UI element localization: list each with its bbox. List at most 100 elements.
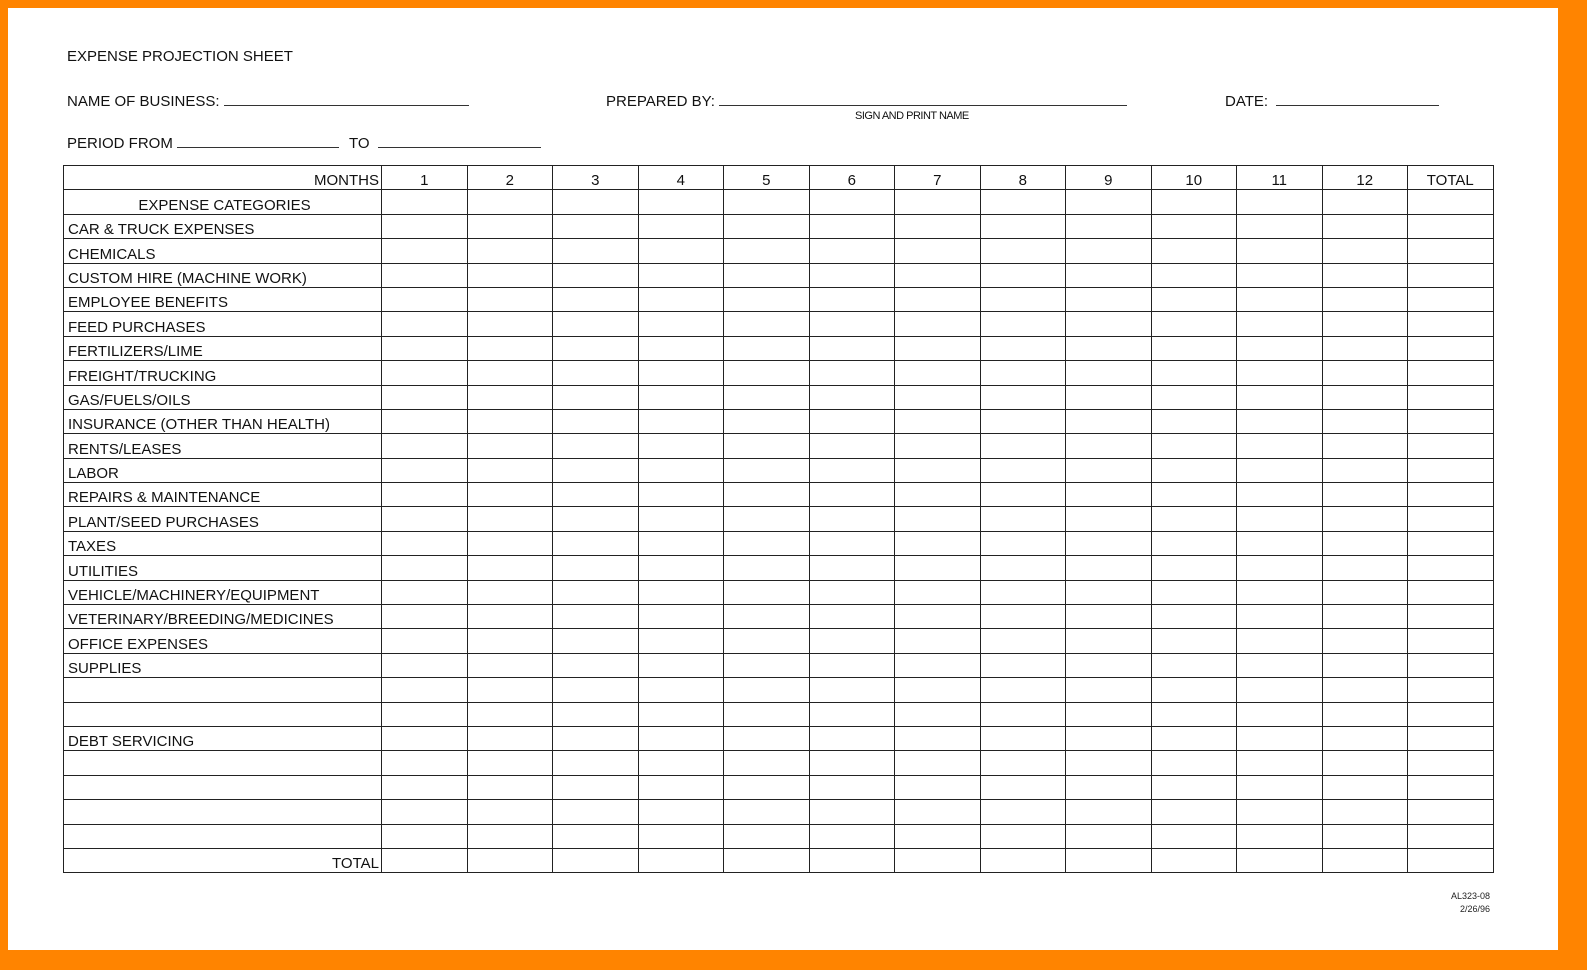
entry-cell[interactable] <box>1321 847 1408 874</box>
entry-cell[interactable] <box>1321 725 1408 752</box>
entry-cell[interactable] <box>1065 286 1152 313</box>
entry-cell[interactable] <box>1321 335 1408 362</box>
entry-cell[interactable] <box>979 384 1066 410</box>
entry-cell[interactable] <box>466 213 553 240</box>
entry-cell[interactable] <box>637 335 724 362</box>
entry-cell[interactable] <box>637 408 724 435</box>
entry-cell[interactable] <box>637 286 724 313</box>
entry-cell[interactable] <box>552 262 639 288</box>
entry-cell[interactable] <box>637 384 724 410</box>
entry-cell[interactable] <box>723 238 810 264</box>
entry-cell[interactable] <box>723 604 810 630</box>
entry-cell[interactable] <box>1236 213 1323 240</box>
entry-cell[interactable] <box>894 677 981 703</box>
entry-cell[interactable] <box>1236 652 1323 679</box>
entry-cell[interactable] <box>894 408 981 435</box>
entry-cell[interactable] <box>1150 677 1237 703</box>
entry-cell[interactable] <box>466 677 553 703</box>
entry-cell[interactable] <box>894 384 981 410</box>
entry-cell[interactable] <box>466 482 553 508</box>
entry-cell[interactable] <box>979 189 1066 215</box>
entry-cell[interactable] <box>1150 262 1237 288</box>
entry-cell[interactable] <box>1065 262 1152 288</box>
entry-cell[interactable] <box>1150 213 1237 240</box>
entry-cell[interactable] <box>1236 774 1323 801</box>
entry-cell[interactable] <box>1065 677 1152 703</box>
entry-cell[interactable] <box>552 360 639 386</box>
entry-cell[interactable] <box>1150 189 1237 215</box>
entry-cell[interactable] <box>1321 774 1408 801</box>
entry-cell[interactable] <box>808 213 895 240</box>
entry-cell[interactable] <box>637 677 724 703</box>
entry-cell[interactable] <box>1236 482 1323 508</box>
entry-cell[interactable] <box>808 701 895 727</box>
entry-cell[interactable] <box>552 701 639 727</box>
entry-cell[interactable] <box>1236 530 1323 557</box>
entry-cell[interactable] <box>979 701 1066 727</box>
entry-cell[interactable] <box>723 286 810 313</box>
entry-cell[interactable] <box>808 604 895 630</box>
entry-cell[interactable] <box>1407 555 1494 581</box>
entry-cell[interactable] <box>1150 652 1237 679</box>
entry-cell[interactable] <box>979 555 1066 581</box>
entry-cell[interactable] <box>808 286 895 313</box>
entry-cell[interactable] <box>1150 555 1237 581</box>
entry-cell[interactable] <box>1236 189 1323 215</box>
entry-cell[interactable] <box>894 238 981 264</box>
entry-cell[interactable] <box>1321 555 1408 581</box>
entry-cell[interactable] <box>1236 847 1323 874</box>
entry-cell[interactable] <box>1236 335 1323 362</box>
entry-cell[interactable] <box>637 262 724 288</box>
entry-cell[interactable] <box>723 482 810 508</box>
entry-cell[interactable] <box>381 701 468 727</box>
entry-cell[interactable] <box>894 457 981 484</box>
entry-cell[interactable] <box>1065 799 1152 825</box>
entry-cell[interactable] <box>723 311 810 337</box>
entry-cell[interactable] <box>894 604 981 630</box>
entry-cell[interactable] <box>808 506 895 532</box>
entry-cell[interactable] <box>381 213 468 240</box>
entry-cell[interactable] <box>552 482 639 508</box>
entry-cell[interactable] <box>1321 189 1408 215</box>
entry-cell[interactable] <box>381 189 468 215</box>
entry-cell[interactable] <box>552 530 639 557</box>
entry-cell[interactable] <box>1321 750 1408 776</box>
entry-cell[interactable] <box>552 238 639 264</box>
entry-cell[interactable] <box>723 774 810 801</box>
entry-cell[interactable] <box>808 628 895 654</box>
entry-cell[interactable] <box>552 311 639 337</box>
entry-cell[interactable] <box>979 506 1066 532</box>
entry-cell[interactable] <box>637 750 724 776</box>
entry-cell[interactable] <box>808 384 895 410</box>
entry-cell[interactable] <box>1407 311 1494 337</box>
entry-cell[interactable] <box>1065 555 1152 581</box>
entry-cell[interactable] <box>1150 701 1237 727</box>
entry-cell[interactable] <box>808 847 895 874</box>
entry-cell[interactable] <box>1065 457 1152 484</box>
entry-cell[interactable] <box>1407 701 1494 727</box>
entry-cell[interactable] <box>466 262 553 288</box>
entry-cell[interactable] <box>466 530 553 557</box>
entry-cell[interactable] <box>723 701 810 727</box>
entry-cell[interactable] <box>979 799 1066 825</box>
entry-cell[interactable] <box>1150 530 1237 557</box>
entry-cell[interactable] <box>808 482 895 508</box>
entry-cell[interactable] <box>466 457 553 484</box>
entry-cell[interactable] <box>979 677 1066 703</box>
entry-cell[interactable] <box>381 384 468 410</box>
entry-cell[interactable] <box>1065 482 1152 508</box>
entry-cell[interactable] <box>1150 823 1237 849</box>
period-to-input-line[interactable] <box>377 133 541 148</box>
entry-cell[interactable] <box>552 847 639 874</box>
period-from-input-line[interactable] <box>176 133 339 148</box>
entry-cell[interactable] <box>1321 604 1408 630</box>
entry-cell[interactable] <box>637 604 724 630</box>
entry-cell[interactable] <box>1236 360 1323 386</box>
entry-cell[interactable] <box>381 555 468 581</box>
entry-cell[interactable] <box>894 530 981 557</box>
entry-cell[interactable] <box>1321 652 1408 679</box>
entry-cell[interactable] <box>381 311 468 337</box>
entry-cell[interactable] <box>723 555 810 581</box>
entry-cell[interactable] <box>808 530 895 557</box>
entry-cell[interactable] <box>637 555 724 581</box>
